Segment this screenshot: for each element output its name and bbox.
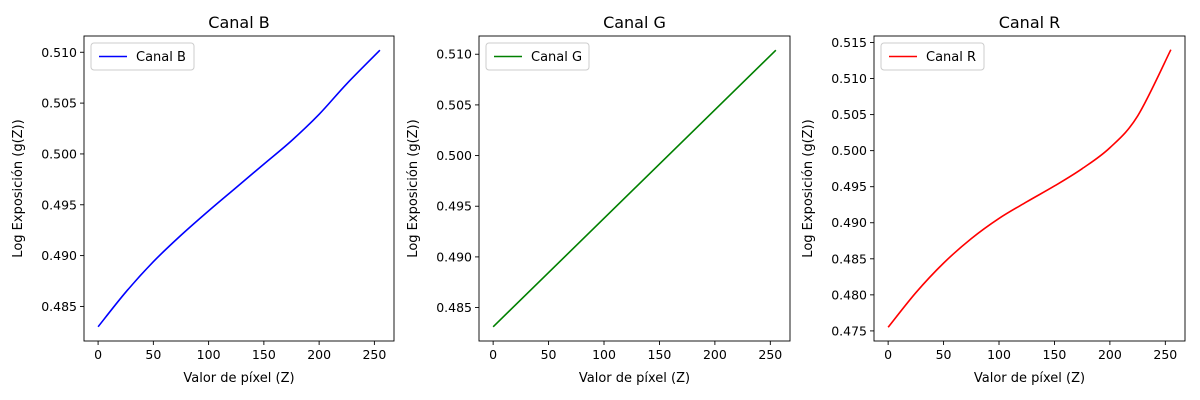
x-tick-label: 100 (987, 347, 1011, 362)
axes-frame (83, 35, 395, 342)
y-tick-label: 0.485 (41, 299, 77, 314)
axes-frame (873, 35, 1186, 342)
x-tick-label: 250 (1153, 347, 1177, 362)
y-tick-label: 0.505 (436, 97, 472, 112)
chart-title: Canal B (208, 13, 269, 32)
y-tick-label: 0.500 (831, 143, 867, 158)
y-tick-label: 0.505 (831, 107, 867, 122)
legend-label: Canal R (926, 50, 976, 65)
x-tick-label: 50 (936, 347, 952, 362)
x-tick-label: 200 (703, 347, 727, 362)
y-tick-label: 0.500 (41, 146, 77, 161)
chart-panel-2: Canal G 0 50 100 150 200 250 0.485 0.490 0.495 0.5… (406, 13, 791, 386)
x-tick-label: 150 (1043, 347, 1067, 362)
series-line-1 (97, 49, 381, 328)
axes-frame (478, 35, 791, 342)
series-line-1 (492, 49, 777, 328)
x-tick-label: 200 (1098, 347, 1122, 362)
x-axis-label: Valor de píxel (Z) (579, 371, 690, 386)
y-tick-label: 0.510 (41, 45, 77, 60)
legend-label: Canal B (136, 50, 186, 65)
legend-box (485, 42, 590, 71)
y-tick-label: 0.510 (831, 71, 867, 86)
y-tick-label: 0.510 (436, 47, 472, 62)
x-tick-label: 50 (145, 347, 161, 362)
y-tick-label: 0.505 (41, 96, 77, 111)
x-tick-label: 200 (307, 347, 331, 362)
y-tick-label: 0.485 (831, 251, 867, 266)
x-tick-label: 250 (758, 347, 782, 362)
series-line-1 (887, 49, 1172, 328)
x-tick-label: 250 (362, 347, 386, 362)
y-tick-label: 0.490 (436, 249, 472, 264)
chart-panel-3: Canal R 0 50 100 150 200 250 0.475 0.480 0.485 0.4… (801, 13, 1186, 386)
x-tick-label: 150 (252, 347, 276, 362)
y-tick-label: 0.475 (831, 323, 867, 338)
x-axis-label: Valor de píxel (Z) (974, 371, 1085, 386)
y-axis-label: Log Exposición (g(Z)) (801, 119, 816, 257)
legend: Canal R (880, 42, 985, 71)
y-tick-label: 0.490 (831, 215, 867, 230)
x-axis-label: Valor de píxel (Z) (183, 371, 294, 386)
y-tick-label: 0.480 (831, 287, 867, 302)
legend: Canal G (485, 42, 590, 71)
chart-title: Canal G (603, 13, 666, 32)
y-axis-label: Log Exposición (g(Z)) (406, 119, 421, 257)
x-tick-label: 0 (489, 347, 497, 362)
x-tick-label: 100 (592, 347, 616, 362)
y-tick-label: 0.500 (436, 148, 472, 163)
y-tick-label: 0.495 (436, 199, 472, 214)
x-tick-label: 0 (94, 347, 102, 362)
chart-title: Canal R (999, 13, 1061, 32)
x-tick-label: 0 (884, 347, 892, 362)
x-tick-label: 100 (197, 347, 221, 362)
legend-box (90, 42, 195, 71)
x-tick-label: 150 (648, 347, 672, 362)
y-axis-label: Log Exposición (g(Z)) (11, 119, 26, 257)
y-tick-label: 0.495 (41, 197, 77, 212)
x-tick-label: 50 (541, 347, 557, 362)
legend-box (880, 42, 985, 71)
y-tick-label: 0.485 (436, 300, 472, 315)
y-tick-label: 0.515 (831, 35, 867, 50)
chart-panel-1: Canal B 0 50 100 150 200 250 0.485 0.490 0.495 0.5… (11, 13, 395, 386)
legend-label: Canal G (531, 50, 582, 65)
y-tick-label: 0.490 (41, 248, 77, 263)
legend: Canal B (90, 42, 195, 71)
y-tick-label: 0.495 (831, 179, 867, 194)
